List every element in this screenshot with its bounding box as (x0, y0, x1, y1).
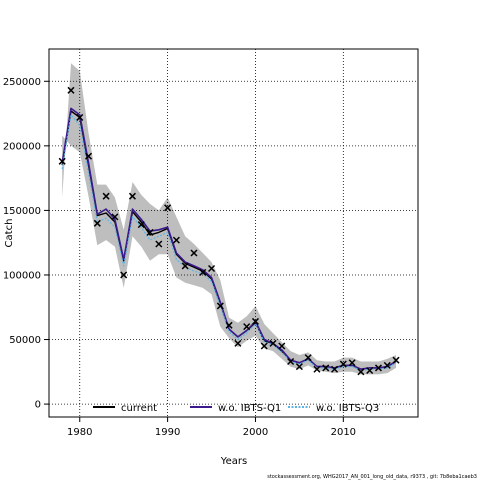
observed-point (357, 368, 365, 376)
x-tick-label: 1990 (155, 427, 180, 438)
observed-point (102, 192, 110, 200)
y-tick-label: 0 (35, 400, 41, 411)
observed-point (93, 219, 101, 227)
observed-point (313, 365, 321, 373)
credit-text: stockassessment.org, WHG2017_AN_001_long… (267, 474, 477, 480)
observed-point (322, 364, 330, 372)
observed-point (225, 321, 233, 329)
y-tick-label: 150000 (3, 206, 41, 217)
observed-point (128, 192, 136, 200)
y-axis: 0 50000 100000 150000 200000 250000 (3, 77, 49, 411)
observed-point (58, 157, 66, 165)
observed-point (287, 357, 295, 366)
observed-point (146, 228, 154, 236)
legend-label: w.o. IBTS-Q1 (218, 403, 281, 414)
observed-point (216, 302, 224, 310)
observed-point (260, 342, 268, 350)
observed-point (374, 364, 382, 372)
observed-point (234, 339, 242, 347)
y-tick-label: 250000 (3, 77, 41, 88)
x-tick-label: 1980 (67, 427, 92, 438)
observed-point (348, 359, 356, 367)
x-axis: 1980 1990 2000 2010 (67, 417, 356, 438)
observed-point (339, 360, 347, 368)
y-tick-label: 100000 (3, 270, 41, 281)
legend-label: current (121, 403, 157, 414)
observed-point (120, 271, 128, 279)
observed-point (111, 213, 119, 221)
observed-point (190, 249, 198, 257)
observed-point (269, 339, 277, 347)
observed-marker-layer (58, 86, 400, 376)
observed-point (164, 204, 172, 212)
observed-point (199, 268, 207, 276)
observed-point (85, 152, 93, 160)
observed-point (366, 366, 374, 375)
observed-point (392, 356, 400, 364)
observed-point (295, 363, 303, 371)
confidence-band-layer (62, 63, 396, 375)
observed-point (383, 361, 391, 369)
plot-frame (48, 48, 419, 418)
x-tick-label: 2000 (243, 427, 268, 438)
legend-label: w.o. IBTS-Q3 (316, 403, 379, 414)
x-tick-label: 2010 (331, 427, 356, 438)
observed-point (76, 113, 84, 121)
observed-point (278, 342, 286, 350)
observed-point (208, 264, 216, 273)
y-axis-title: Catch (4, 219, 15, 248)
observed-point (251, 317, 259, 325)
observed-point (137, 221, 145, 229)
observed-point (304, 354, 312, 362)
x-axis-title: Years (220, 456, 247, 467)
observed-point (172, 236, 180, 244)
legend: current w.o. IBTS-Q1 w.o. IBTS-Q3 (93, 403, 379, 414)
y-tick-label: 200000 (3, 141, 41, 152)
observed-point (155, 240, 163, 248)
observed-point (243, 323, 251, 331)
observed-point (67, 86, 75, 94)
y-tick-label: 50000 (9, 335, 41, 346)
confidence-band (62, 63, 396, 375)
observed-point (331, 365, 339, 373)
observed-point (181, 262, 189, 270)
